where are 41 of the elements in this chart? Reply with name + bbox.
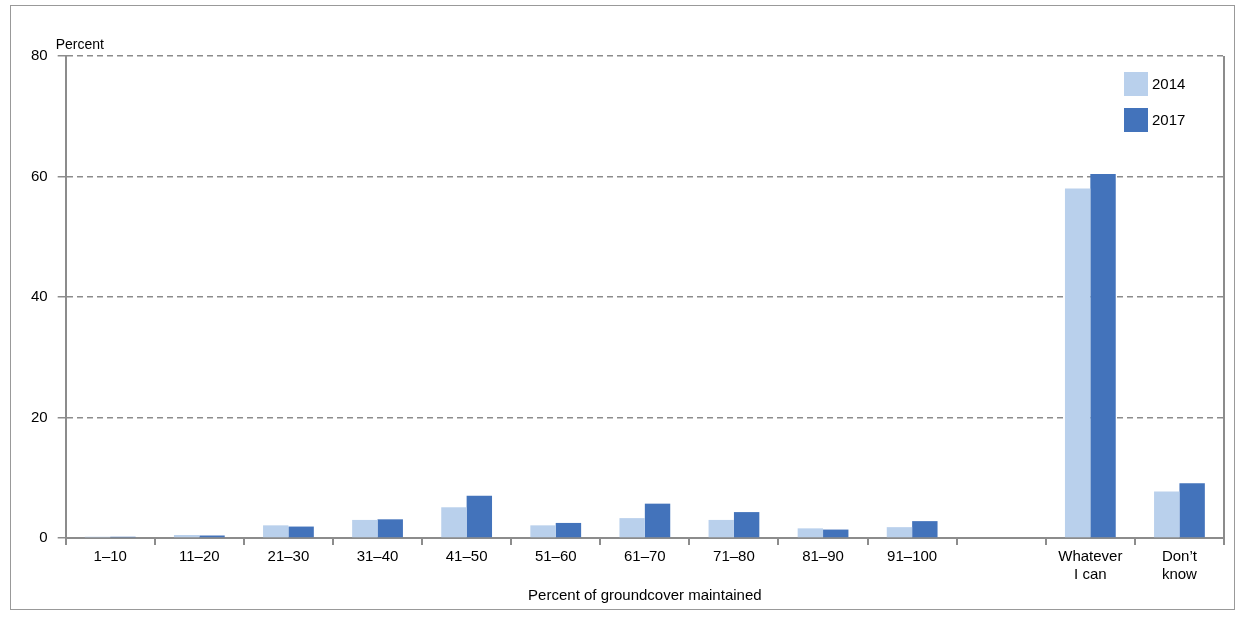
bar — [1064, 188, 1091, 538]
x-tick-label: 1–10 — [93, 547, 127, 565]
bar — [797, 528, 824, 538]
bar — [644, 503, 671, 538]
bar — [377, 519, 403, 538]
bar — [886, 527, 913, 538]
bar — [733, 512, 760, 538]
bar — [1090, 174, 1116, 538]
bar — [466, 495, 493, 538]
bar — [619, 518, 645, 538]
bar — [530, 525, 556, 538]
bar — [708, 519, 734, 538]
bar — [288, 526, 314, 538]
y-tick-label: 80 — [31, 46, 48, 64]
bar — [441, 507, 467, 538]
y-axis-title: Percent — [55, 35, 105, 52]
x-axis-title: Percent of groundcover maintained — [528, 586, 762, 604]
bar — [555, 522, 582, 538]
x-tick-label: Whatever I can — [1058, 547, 1123, 583]
y-tick-label: 40 — [31, 287, 48, 305]
x-tick-label: 31–40 — [356, 547, 399, 565]
y-tick-label: 60 — [31, 166, 48, 184]
x-tick-label: 61–70 — [623, 547, 666, 565]
y-tick-label: 20 — [31, 407, 48, 425]
bar — [352, 519, 378, 538]
x-tick-label: 11–20 — [179, 547, 220, 565]
x-tick-label: 81–90 — [802, 547, 844, 565]
legend-label: 2017 — [1152, 111, 1186, 129]
x-tick-label: 21–30 — [267, 547, 310, 565]
bar — [1154, 491, 1180, 538]
x-tick-label: Don’t know — [1161, 547, 1198, 583]
x-tick-label: 91–100 — [887, 547, 938, 565]
legend-label: 2014 — [1152, 75, 1186, 93]
x-tick-label: 71–80 — [713, 547, 755, 565]
bar — [912, 521, 938, 538]
x-tick-label: 41–50 — [445, 547, 488, 565]
bar — [263, 525, 289, 538]
x-tick-label: 51–60 — [534, 547, 577, 565]
y-tick-label: 0 — [39, 528, 48, 546]
bar — [1179, 483, 1205, 538]
bar — [823, 529, 849, 538]
